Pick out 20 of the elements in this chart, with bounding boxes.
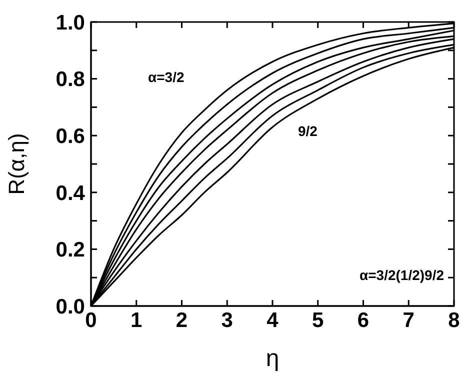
x-tick-label: 6 [357, 308, 370, 332]
x-axis-title: η [266, 345, 280, 372]
y-tick-label: 0.4 [56, 182, 86, 205]
y-axis-title: R(α,η) [4, 133, 29, 195]
y-tick-label: 1.0 [56, 11, 85, 34]
x-tick-label: 0 [85, 308, 97, 332]
annotation: α=3/2 [148, 69, 184, 85]
x-tick-label: 3 [221, 308, 233, 332]
x-tick-label: 8 [448, 308, 460, 332]
y-tick-label: 0.2 [56, 238, 85, 262]
y-tick-label: 0.6 [56, 124, 85, 148]
annotation: 9/2 [298, 123, 318, 139]
x-tick-label: 2 [176, 308, 188, 332]
x-tick-label: 5 [312, 308, 324, 332]
y-tick-label: 0.8 [56, 68, 86, 92]
x-tick-label: 7 [402, 308, 414, 332]
y-tick-label: 0.0 [56, 295, 85, 318]
x-tick-label: 4 [266, 308, 279, 332]
annotation: α=3/2(1/2)9/2 [360, 267, 444, 283]
x-tick-label: 1 [130, 308, 143, 332]
